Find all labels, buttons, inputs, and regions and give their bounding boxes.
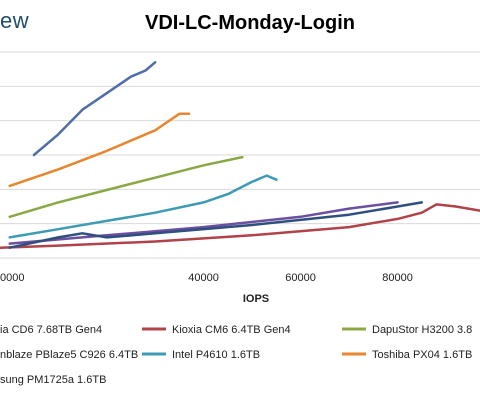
x-axis-ticks: 0000 40000 60000 80000 (0, 272, 413, 284)
series-line-5 (8, 112, 191, 188)
legend-entry: DapuStor H3200 3.8 (372, 324, 472, 336)
series-line-6 (8, 201, 424, 249)
x-axis-label: IOPS (243, 293, 269, 305)
series-line-3 (8, 201, 399, 245)
legend-entry: Intel P4610 1.6TB (172, 349, 260, 361)
legend-entry: ia CD6 7.68TB Gen4 (0, 324, 102, 336)
legend-entry: Toshiba PX04 1.6TB (372, 349, 472, 361)
series-line-4 (8, 174, 278, 239)
x-tick-label: 60000 (285, 272, 316, 284)
x-tick-label: 80000 (382, 272, 413, 284)
legend-entry: nblaze PBlaze5 C926 6.4TB (0, 349, 138, 361)
x-tick-label: 0000 (0, 272, 24, 284)
series-line-0 (32, 61, 157, 157)
series-lines (0, 61, 480, 249)
legend-entry: Kioxia CM6 6.4TB Gen4 (172, 324, 291, 336)
brand-logo-text: ew (0, 8, 30, 33)
chart-title: VDI-LC-Monday-Login (145, 12, 355, 34)
legend-entry: sung PM1725a 1.6TB (0, 374, 106, 386)
series-line-1 (0, 203, 480, 249)
series-line-2 (8, 155, 244, 219)
legend: ia CD6 7.68TB Gen4 Kioxia CM6 6.4TB Gen4 D… (0, 324, 472, 386)
x-tick-label: 40000 (188, 272, 219, 284)
